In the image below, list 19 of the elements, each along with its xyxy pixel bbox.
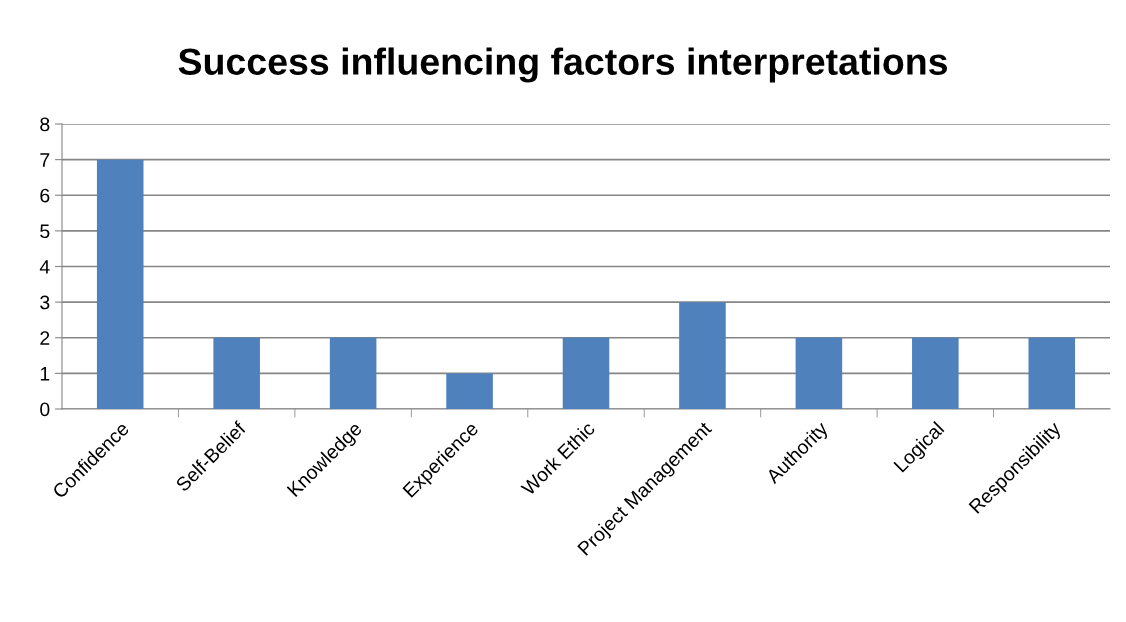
bar	[329, 337, 377, 409]
y-tick-label: 1	[40, 367, 50, 381]
y-tick-label: 5	[40, 224, 50, 239]
y-tick-label: 7	[40, 153, 50, 167]
y-tick-label: 3	[40, 295, 50, 310]
bar	[446, 373, 493, 409]
y-tick-label: 2	[40, 331, 50, 345]
bar	[679, 302, 726, 409]
chart-title: Success influencing factors interpretations	[178, 47, 947, 83]
y-tick-label: 4	[39, 260, 50, 274]
bar	[1028, 337, 1076, 409]
bar	[96, 159, 144, 409]
bar	[562, 337, 610, 409]
y-tick-label: 0	[40, 402, 50, 417]
bar	[795, 337, 843, 409]
y-tick-label: 8	[40, 117, 50, 132]
bar	[912, 337, 959, 409]
y-tick-label: 6	[40, 188, 50, 203]
bar	[213, 337, 260, 409]
